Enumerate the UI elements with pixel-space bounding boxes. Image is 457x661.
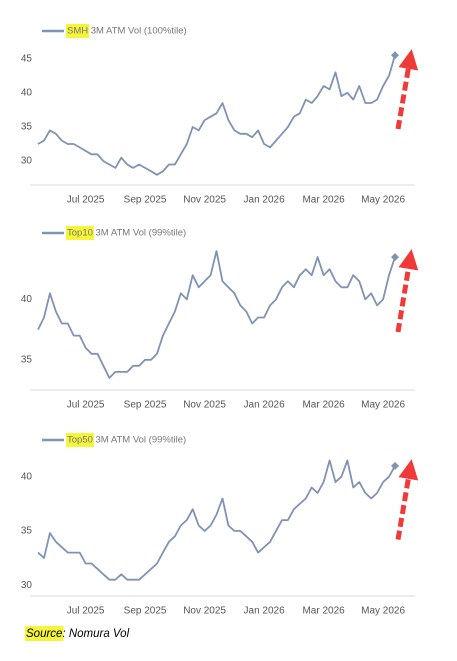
x-tick-label: Jan 2026	[244, 195, 286, 206]
y-tick-label: 40	[21, 471, 33, 482]
x-tick-label: Jan 2026	[244, 400, 286, 411]
legend-label: Top10 3M ATM Vol (99%tile)	[67, 228, 186, 239]
x-tick-label: Jul 2025	[67, 606, 105, 617]
x-tick-label: Nov 2025	[183, 195, 226, 206]
y-tick-label: 35	[21, 122, 33, 133]
trend-arrow	[395, 49, 419, 130]
trend-arrow	[395, 249, 419, 333]
x-tick-label: Jul 2025	[67, 195, 105, 206]
x-tick-label: Jan 2026	[244, 606, 286, 617]
y-tick-label: 30	[21, 580, 33, 591]
end-marker	[391, 51, 399, 60]
x-tick-label: Jul 2025	[67, 400, 105, 411]
x-tick-label: Sep 2025	[124, 606, 167, 617]
x-tick-label: Mar 2026	[302, 195, 345, 206]
y-tick-label: 45	[21, 53, 33, 64]
series-line	[37, 459, 396, 581]
source-highlight	[25, 626, 64, 641]
trend-arrow	[395, 459, 419, 541]
series-line	[37, 54, 396, 176]
y-tick-label: 35	[21, 526, 33, 537]
legend-highlight	[66, 433, 94, 447]
y-tick-label: 30	[21, 156, 33, 167]
legend-highlight	[66, 24, 90, 38]
x-tick-label: May 2026	[361, 195, 405, 206]
x-tick-label: Mar 2026	[302, 606, 345, 617]
x-tick-label: Sep 2025	[124, 195, 167, 206]
x-tick-label: Mar 2026	[302, 400, 345, 411]
x-tick-label: May 2026	[361, 606, 405, 617]
end-marker	[391, 461, 399, 470]
legend-label: Top50 3M ATM Vol (99%tile)	[67, 435, 186, 446]
x-tick-label: Sep 2025	[124, 400, 167, 411]
series-line	[37, 250, 396, 379]
source: Source: Nomura Vol	[26, 628, 130, 640]
legend-highlight	[66, 226, 94, 240]
end-marker	[391, 253, 399, 262]
y-tick-label: 40	[21, 87, 33, 98]
x-tick-label: Nov 2025	[183, 400, 226, 411]
x-tick-label: Nov 2025	[183, 606, 226, 617]
x-tick-label: May 2026	[361, 400, 405, 411]
legend-label: SMH 3M ATM Vol (100%tile)	[67, 26, 187, 37]
y-tick-label: 35	[21, 354, 33, 365]
y-tick-label: 40	[21, 294, 33, 305]
